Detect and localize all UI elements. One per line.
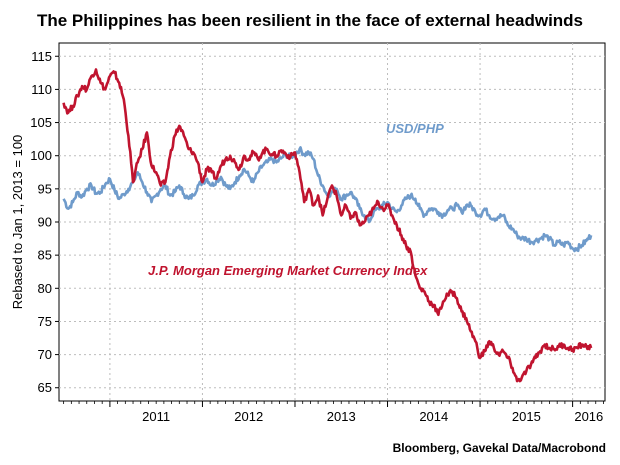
series-line-jpm (62, 68, 593, 383)
x-tick-label: 2013 (327, 409, 356, 424)
y-tick-label: 85 (38, 248, 52, 263)
y-tick-label: 110 (31, 82, 52, 97)
x-axis: 2011 2012 2013 2014 2015 2016 (63, 401, 604, 424)
x-tick-label: 2014 (419, 409, 448, 424)
x-tick-label: 2011 (142, 409, 170, 424)
x-tick-label: 2012 (234, 409, 263, 424)
y-tick-label: 75 (38, 314, 52, 329)
y-tick-label: 95 (38, 181, 52, 196)
y-tick-label: 80 (38, 281, 52, 296)
series-label-usdphp: USD/PHP (386, 121, 444, 136)
chart-title: The Philippines has been resilient in th… (37, 11, 583, 30)
y-tick-label: 105 (30, 115, 52, 130)
y-tick-label: 90 (38, 215, 52, 230)
series-label-jpm: J.P. Morgan Emerging Market Currency Ind… (148, 263, 428, 278)
x-tick-label: 2016 (574, 409, 603, 424)
y-tick-label: 65 (38, 380, 52, 395)
series-lines (62, 68, 593, 383)
y-axis-label: Rebased to Jan 1, 2013 = 100 (10, 135, 25, 310)
source-note: Bloomberg, Gavekal Data/Macrobond (393, 441, 606, 455)
y-tick-label: 100 (30, 148, 52, 163)
x-tick-label: 2015 (512, 409, 541, 424)
y-axis: 65 70 75 80 85 90 95 100 105 110 115 (30, 49, 59, 395)
grid (59, 43, 605, 401)
y-tick-label: 70 (38, 347, 52, 362)
y-tick-label: 115 (31, 49, 52, 64)
